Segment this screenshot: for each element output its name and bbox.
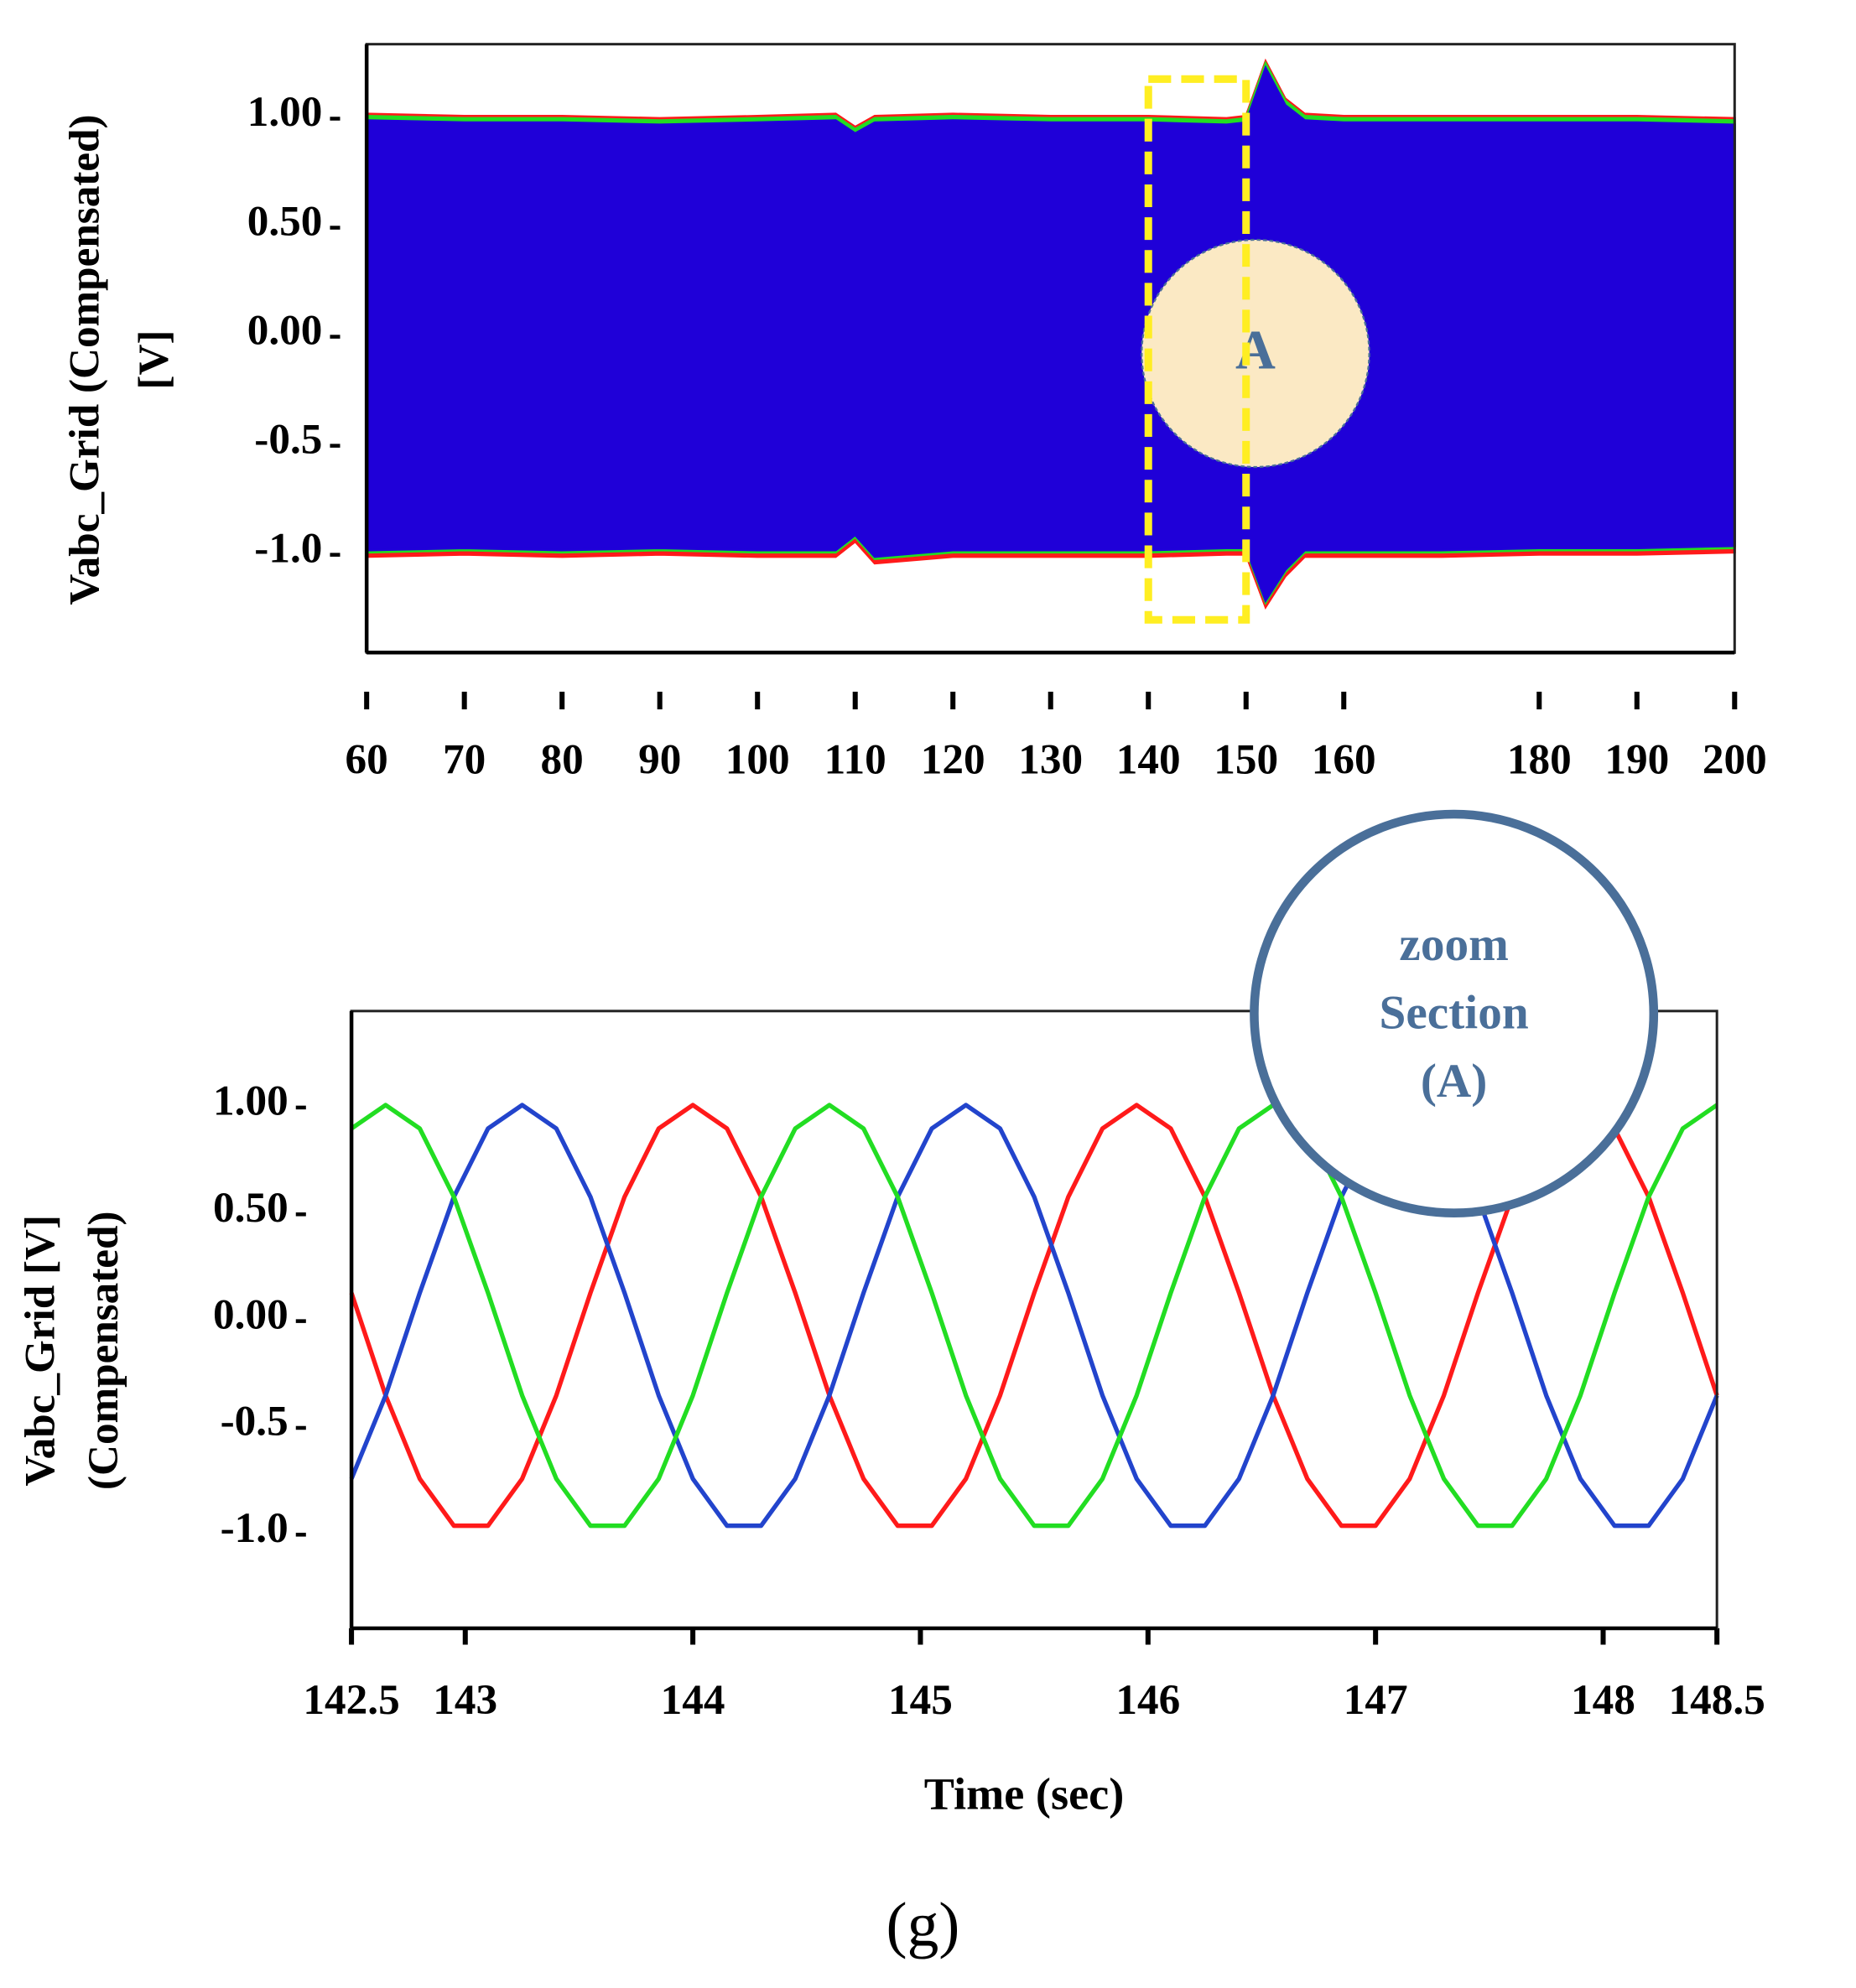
caption: (g) — [886, 1891, 960, 1960]
x-axis-label: Time (sec) — [924, 1769, 1125, 1819]
x-tick-label: 148 — [1571, 1676, 1635, 1724]
x-tick-label: 70 — [443, 736, 486, 784]
x-tick-label: 80 — [541, 736, 584, 784]
x-tick-label: 200 — [1703, 736, 1767, 784]
x-tick-label: 160 — [1312, 736, 1376, 784]
x-tick-label: 143 — [433, 1676, 497, 1724]
annotation-circle — [1141, 238, 1370, 469]
highlight-region — [1144, 75, 1250, 624]
y-axis-label: (Compensated) — [80, 1211, 127, 1490]
x-tick-label: 110 — [824, 736, 886, 784]
x-tick-label: 147 — [1344, 1676, 1408, 1724]
y-tick-label: -0.5 — [254, 415, 322, 463]
x-tick-label: 130 — [1018, 736, 1083, 784]
y-tick-label: 1.00 — [247, 88, 323, 136]
x-tick-label: 60 — [346, 736, 388, 784]
x-tick-label: 145 — [888, 1676, 953, 1724]
y-tick-label: -1.0 — [254, 524, 322, 572]
y-axis-label: Vabc_Grid [V] — [16, 1215, 64, 1487]
y-axis-label: Vabc_Grid (Compensated) — [60, 114, 108, 605]
signal-line — [350, 1103, 1718, 1529]
y-tick-label: 0.50 — [213, 1184, 289, 1232]
y-tick-label: 1.00 — [213, 1077, 289, 1125]
annotation-text: A — [1235, 320, 1276, 382]
y-tick-label: -1.0 — [221, 1504, 289, 1552]
y-axis-label: [V] — [130, 330, 178, 390]
annotation-text: Section — [1380, 987, 1529, 1040]
y-tick-label: 0.00 — [213, 1290, 289, 1338]
x-tick-label: 142.5 — [303, 1676, 399, 1724]
y-tick-label: 0.50 — [247, 197, 323, 245]
signal-envelope — [365, 65, 1736, 604]
x-tick-label: 100 — [725, 736, 790, 784]
x-tick-label: 140 — [1116, 736, 1181, 784]
signal-line — [349, 1103, 1719, 1529]
x-tick-label: 146 — [1115, 1676, 1180, 1724]
x-tick-label: 90 — [638, 736, 681, 784]
annotation-text: zoom — [1399, 918, 1508, 971]
signal-line — [349, 1103, 1719, 1529]
x-tick-label: 148.5 — [1669, 1676, 1765, 1724]
y-tick-label: 0.00 — [247, 306, 323, 354]
y-tick-label: -0.5 — [221, 1398, 289, 1446]
x-tick-label: 180 — [1507, 736, 1572, 784]
x-tick-label: 144 — [661, 1676, 725, 1724]
annotation-text: (A) — [1421, 1055, 1488, 1108]
x-tick-label: 120 — [921, 736, 985, 784]
x-tick-label: 190 — [1604, 736, 1669, 784]
annotation-circle — [1250, 809, 1659, 1217]
x-tick-label: 150 — [1214, 736, 1278, 784]
